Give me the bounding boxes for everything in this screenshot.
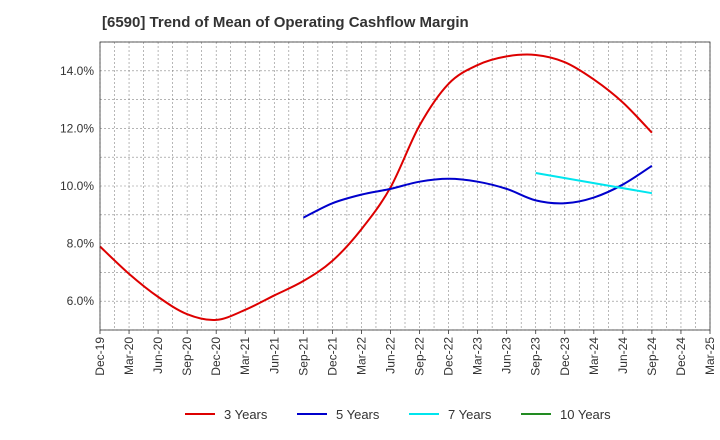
x-tick-label: Dec-19 [93, 337, 107, 376]
series-line-3 [535, 172, 653, 195]
x-tick-label: Jun-22 [383, 337, 397, 374]
y-tick-label: 14.0% [60, 64, 94, 78]
series-line-1 [99, 53, 653, 322]
plot-border [99, 41, 711, 331]
legend-label-4: 10 Years [560, 407, 611, 422]
x-tick-label: Sep-22 [413, 337, 427, 376]
x-tick-label: Dec-24 [674, 337, 688, 376]
x-axis: Dec-19 Mar-20 Jun-20 Sep-20 Dec-20 Mar-21 Jun-… [93, 330, 717, 376]
series-line-2 [302, 164, 653, 219]
x-tick-label: Sep-24 [645, 337, 659, 376]
x-tick-label: Dec-23 [558, 337, 572, 376]
x-tick-label: Sep-21 [296, 337, 310, 376]
legend-label-2: 5 Years [336, 407, 380, 422]
x-tick-label: Dec-22 [442, 337, 456, 376]
y-tick-label: 12.0% [60, 121, 94, 135]
x-tick-label: Sep-20 [180, 337, 194, 376]
legend-label-1: 3 Years [224, 407, 268, 422]
series-lines [99, 53, 653, 322]
x-tick-label: Jun-21 [267, 337, 281, 374]
plot-frame [99, 41, 711, 331]
y-tick-label: 10.0% [60, 179, 94, 193]
x-tick-label: Mar-22 [354, 337, 368, 375]
legend-label-3: 7 Years [448, 407, 492, 422]
x-tick-label: Jun-23 [500, 337, 514, 374]
y-tick-label: 6.0% [67, 294, 95, 308]
x-tick-label: Mar-25 [703, 337, 717, 375]
x-tick-label: Mar-23 [471, 337, 485, 375]
x-tick-label: Sep-23 [529, 337, 543, 376]
x-tick-label: Jun-24 [616, 337, 630, 374]
x-tick-label: Mar-20 [122, 337, 136, 375]
y-tick-label: 8.0% [67, 237, 95, 251]
x-tick-label: Dec-21 [325, 337, 339, 376]
x-tick-label: Dec-20 [209, 337, 223, 376]
y-axis: 6.0% 8.0% 10.0% 12.0% 14.0% [60, 64, 94, 308]
x-tick-label: Mar-24 [587, 337, 601, 375]
legend: 3 Years 5 Years 7 Years 10 Years [185, 407, 611, 422]
x-tick-label: Jun-20 [151, 337, 165, 374]
x-tick-label: Mar-21 [238, 337, 252, 375]
chart-title: [6590] Trend of Mean of Operating Cashfl… [102, 14, 469, 31]
